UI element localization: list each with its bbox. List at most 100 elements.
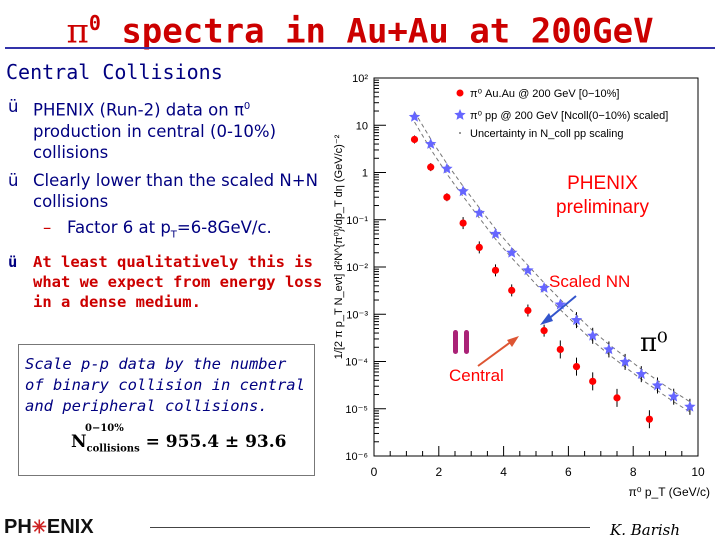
phenix-logo: PH✳ENIX xyxy=(4,516,94,539)
legend-entry-1: π⁰ pp @ 200 GeV [Ncoll(0−10%) scaled] xyxy=(470,110,668,122)
checkmark-icon: ü xyxy=(8,170,19,190)
auau-point xyxy=(508,286,516,294)
pp-point xyxy=(570,314,583,325)
eq-sub: collisions xyxy=(86,443,140,455)
eq-n: N xyxy=(71,432,87,452)
dash-icon: – xyxy=(43,217,52,237)
phenix-star-icon: ✳ xyxy=(31,517,47,537)
auau-point xyxy=(589,377,597,385)
central-glyph-left xyxy=(453,330,458,354)
y-tick-label-4: 10⁻² xyxy=(346,262,368,274)
sub-bullet-text-a: Factor 6 at p xyxy=(67,217,171,237)
central-glyph-right xyxy=(464,330,469,354)
pp-point xyxy=(506,246,518,258)
pp-point xyxy=(651,379,664,391)
annotation-arrows xyxy=(453,295,577,367)
title-underline xyxy=(5,47,715,49)
pp-point xyxy=(522,264,534,276)
y-tick-label-8: 10⁻⁶ xyxy=(345,451,368,463)
auau-point xyxy=(459,219,467,227)
central-arrowhead-icon xyxy=(507,336,519,347)
preliminary-label: PHENIX preliminary xyxy=(556,173,649,218)
y-axis-label: 1/[2 π p_T N_evt] d²N^{π⁰}/dp_T dη (GeV/… xyxy=(333,134,345,359)
pp-point xyxy=(684,400,696,412)
y-tick-label-2: 1 xyxy=(362,168,368,180)
pp-point xyxy=(457,185,469,197)
ncoll-equation: N 0−10% collisions = 955.4 ± 93.6 xyxy=(71,423,287,455)
bullet-2-text: Clearly lower than the scaled N+N collis… xyxy=(33,170,318,211)
y-tick-label-0: 10² xyxy=(352,73,368,85)
x-tick-label-4: 8 xyxy=(630,465,637,479)
checkmark-icon: ü xyxy=(8,97,19,116)
scaled-nn-label: Scaled NN xyxy=(549,272,631,291)
x-tick-label-1: 2 xyxy=(435,465,442,479)
bullet-2: ü Clearly lower than the scaled N+N colli… xyxy=(8,170,326,212)
scaling-note-text: Scale p-p data by the number of binary c… xyxy=(25,355,305,415)
axis-ticks: 0 2 4 6 8 10 10² 10 1 10⁻¹ 10⁻² 10⁻³ 10⁻⁴ 10⁻⁵ 10⁻⁶ xyxy=(345,73,705,479)
scaled-nn-arrowhead-icon xyxy=(540,313,553,325)
y-tick-label-6: 10⁻⁴ xyxy=(345,357,368,369)
logo-text-b: ENIX xyxy=(46,516,94,538)
title-text: spectra in Au+Au at 200GeV xyxy=(100,11,654,52)
sub-bullet-1: – Factor 6 at pT=6-8GeV/c. xyxy=(8,217,326,245)
author-name: K. Barish xyxy=(610,521,681,539)
pp-point xyxy=(635,368,647,379)
legend: π⁰ Au.Au @ 200 GeV [0−10%] π⁰ pp @ 200 Ge… xyxy=(456,88,668,140)
eq-sup: 0−10% xyxy=(85,423,124,434)
auau-point xyxy=(475,243,483,251)
y-tick-label-1: 10 xyxy=(356,120,368,132)
pp-point xyxy=(408,110,421,122)
auau-point xyxy=(540,327,548,335)
auau-point xyxy=(524,306,532,315)
x-axis-label: π⁰ p_T (GeV/c) xyxy=(628,485,710,499)
y-tick-label-7: 10⁻⁵ xyxy=(345,404,368,416)
legend-marker-pp xyxy=(454,109,466,120)
pp-point xyxy=(668,390,680,402)
pp-point xyxy=(473,206,485,218)
x-tick-label-2: 4 xyxy=(500,465,507,479)
x-tick-label-5: 10 xyxy=(691,465,705,479)
eq-value: = 955.4 ± 93.6 xyxy=(139,432,287,452)
legend-marker-auau xyxy=(456,89,464,97)
x-tick-label-0: 0 xyxy=(371,465,378,479)
pp-point xyxy=(538,282,550,293)
auau-point xyxy=(443,193,451,201)
auau-point xyxy=(427,163,435,171)
bullet-1-sup: 0 xyxy=(243,101,251,112)
auau-point xyxy=(491,266,500,274)
upper-band-line xyxy=(414,111,691,403)
footer-author: K. Barish xyxy=(610,520,720,540)
auau-point xyxy=(410,135,419,144)
bullet-3: ü At least qualitatively this is what we … xyxy=(8,252,326,312)
bullet-list: ü PHENIX (Run-2) data on π0 production in… xyxy=(8,96,326,319)
bullet-3-text: At least qualitatively this is what we e… xyxy=(33,252,323,311)
title-superscript: 0 xyxy=(88,11,101,35)
y-tick-label-5: 10⁻³ xyxy=(346,309,368,321)
pp-point xyxy=(425,138,437,149)
data-markers xyxy=(408,109,696,429)
logo-text-a: PH xyxy=(4,516,32,538)
scaling-note-box: Scale p-p data by the number of binary c… xyxy=(18,344,315,476)
central-arrow xyxy=(477,340,513,367)
legend-entry-0: π⁰ Au.Au @ 200 GeV [0−10%] xyxy=(470,88,619,100)
particle-label: π⁰ xyxy=(640,328,668,358)
slide-subtitle: Central Collisions xyxy=(6,60,223,84)
pp-point xyxy=(441,162,453,174)
auau-point xyxy=(613,394,621,402)
title-pi-symbol: π xyxy=(66,11,89,52)
pp-point xyxy=(489,228,502,239)
bullet-1: ü PHENIX (Run-2) data on π0 production in… xyxy=(8,96,326,163)
scaled-nn-arrow xyxy=(545,295,577,322)
auau-point xyxy=(645,415,654,423)
slide-title: π0 spectra in Au+Au at 200GeV xyxy=(0,0,720,54)
auau-point xyxy=(556,345,564,354)
central-label: Central xyxy=(449,366,504,385)
pp-point xyxy=(603,343,615,355)
auau-point xyxy=(572,362,581,371)
legend-entry-2: Uncertainty in N_coll pp scaling xyxy=(470,128,623,140)
bullet-1-text-a: PHENIX (Run-2) data on π xyxy=(33,100,244,120)
sub-bullet-sub: T xyxy=(170,228,177,240)
sub-bullet-text-b: =6-8GeV/c. xyxy=(176,217,272,237)
pp-point xyxy=(619,355,631,367)
